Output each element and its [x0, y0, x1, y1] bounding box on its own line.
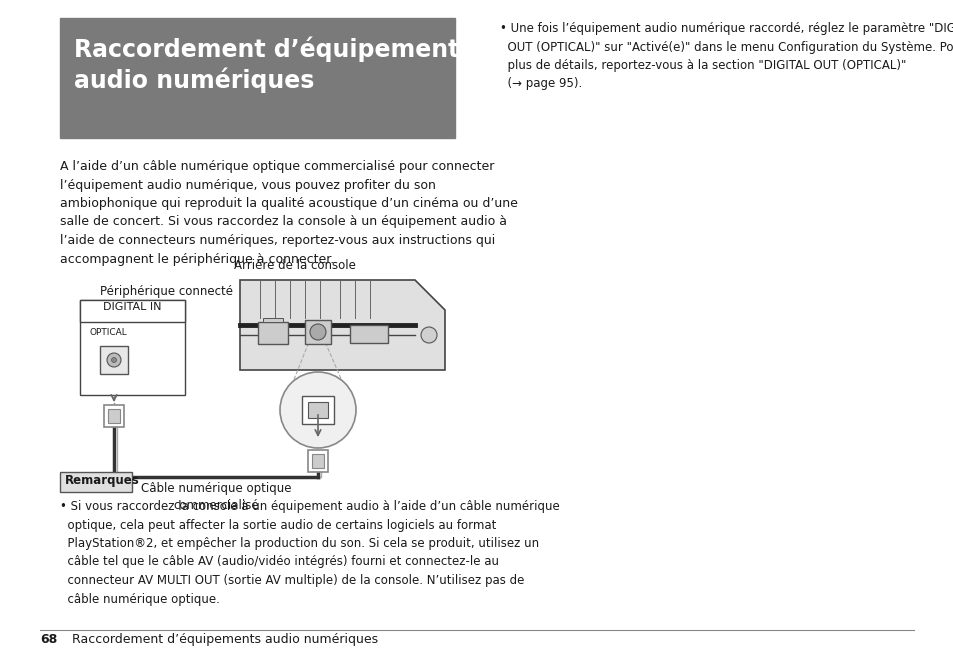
Bar — [312, 454, 324, 468]
Text: Raccordement d’équipements
audio numériques: Raccordement d’équipements audio numériq… — [74, 36, 473, 93]
Text: Raccordement d’équipements audio numériques: Raccordement d’équipements audio numériq… — [71, 633, 377, 646]
Text: Remarques: Remarques — [65, 474, 139, 487]
Bar — [305, 320, 331, 344]
Circle shape — [310, 324, 326, 340]
Circle shape — [280, 372, 355, 448]
Text: DIGITAL IN: DIGITAL IN — [103, 302, 162, 312]
Text: OPTICAL: OPTICAL — [90, 328, 128, 337]
Bar — [350, 325, 388, 343]
Bar — [80, 300, 185, 322]
Bar — [263, 318, 283, 322]
Bar — [308, 402, 328, 418]
Bar — [257, 322, 288, 344]
Bar — [60, 18, 455, 138]
Bar — [308, 450, 328, 472]
Text: Périphérique connecté: Périphérique connecté — [100, 285, 233, 298]
Bar — [60, 472, 132, 492]
Bar — [100, 346, 128, 374]
Text: Câble numérique optique
commercialisé: Câble numérique optique commercialisé — [141, 482, 291, 512]
Circle shape — [107, 353, 121, 367]
Bar — [302, 396, 334, 424]
Text: Arrière de la console: Arrière de la console — [233, 259, 355, 272]
Text: 68: 68 — [40, 633, 57, 646]
Polygon shape — [240, 280, 444, 370]
Circle shape — [112, 357, 116, 363]
Text: • Une fois l’équipement audio numérique raccordé, réglez le paramètre "DIGITAL
 : • Une fois l’équipement audio numérique … — [499, 22, 953, 91]
Bar — [80, 300, 185, 395]
Text: A l’aide d’un câble numérique optique commercialisé pour connecter
l’équipement : A l’aide d’un câble numérique optique co… — [60, 160, 517, 265]
Circle shape — [420, 327, 436, 343]
Text: • Si vous raccordez la console à un équipement audio à l’aide d’un câble numériq: • Si vous raccordez la console à un équi… — [60, 500, 559, 606]
Bar — [108, 409, 120, 423]
Bar — [104, 405, 124, 427]
